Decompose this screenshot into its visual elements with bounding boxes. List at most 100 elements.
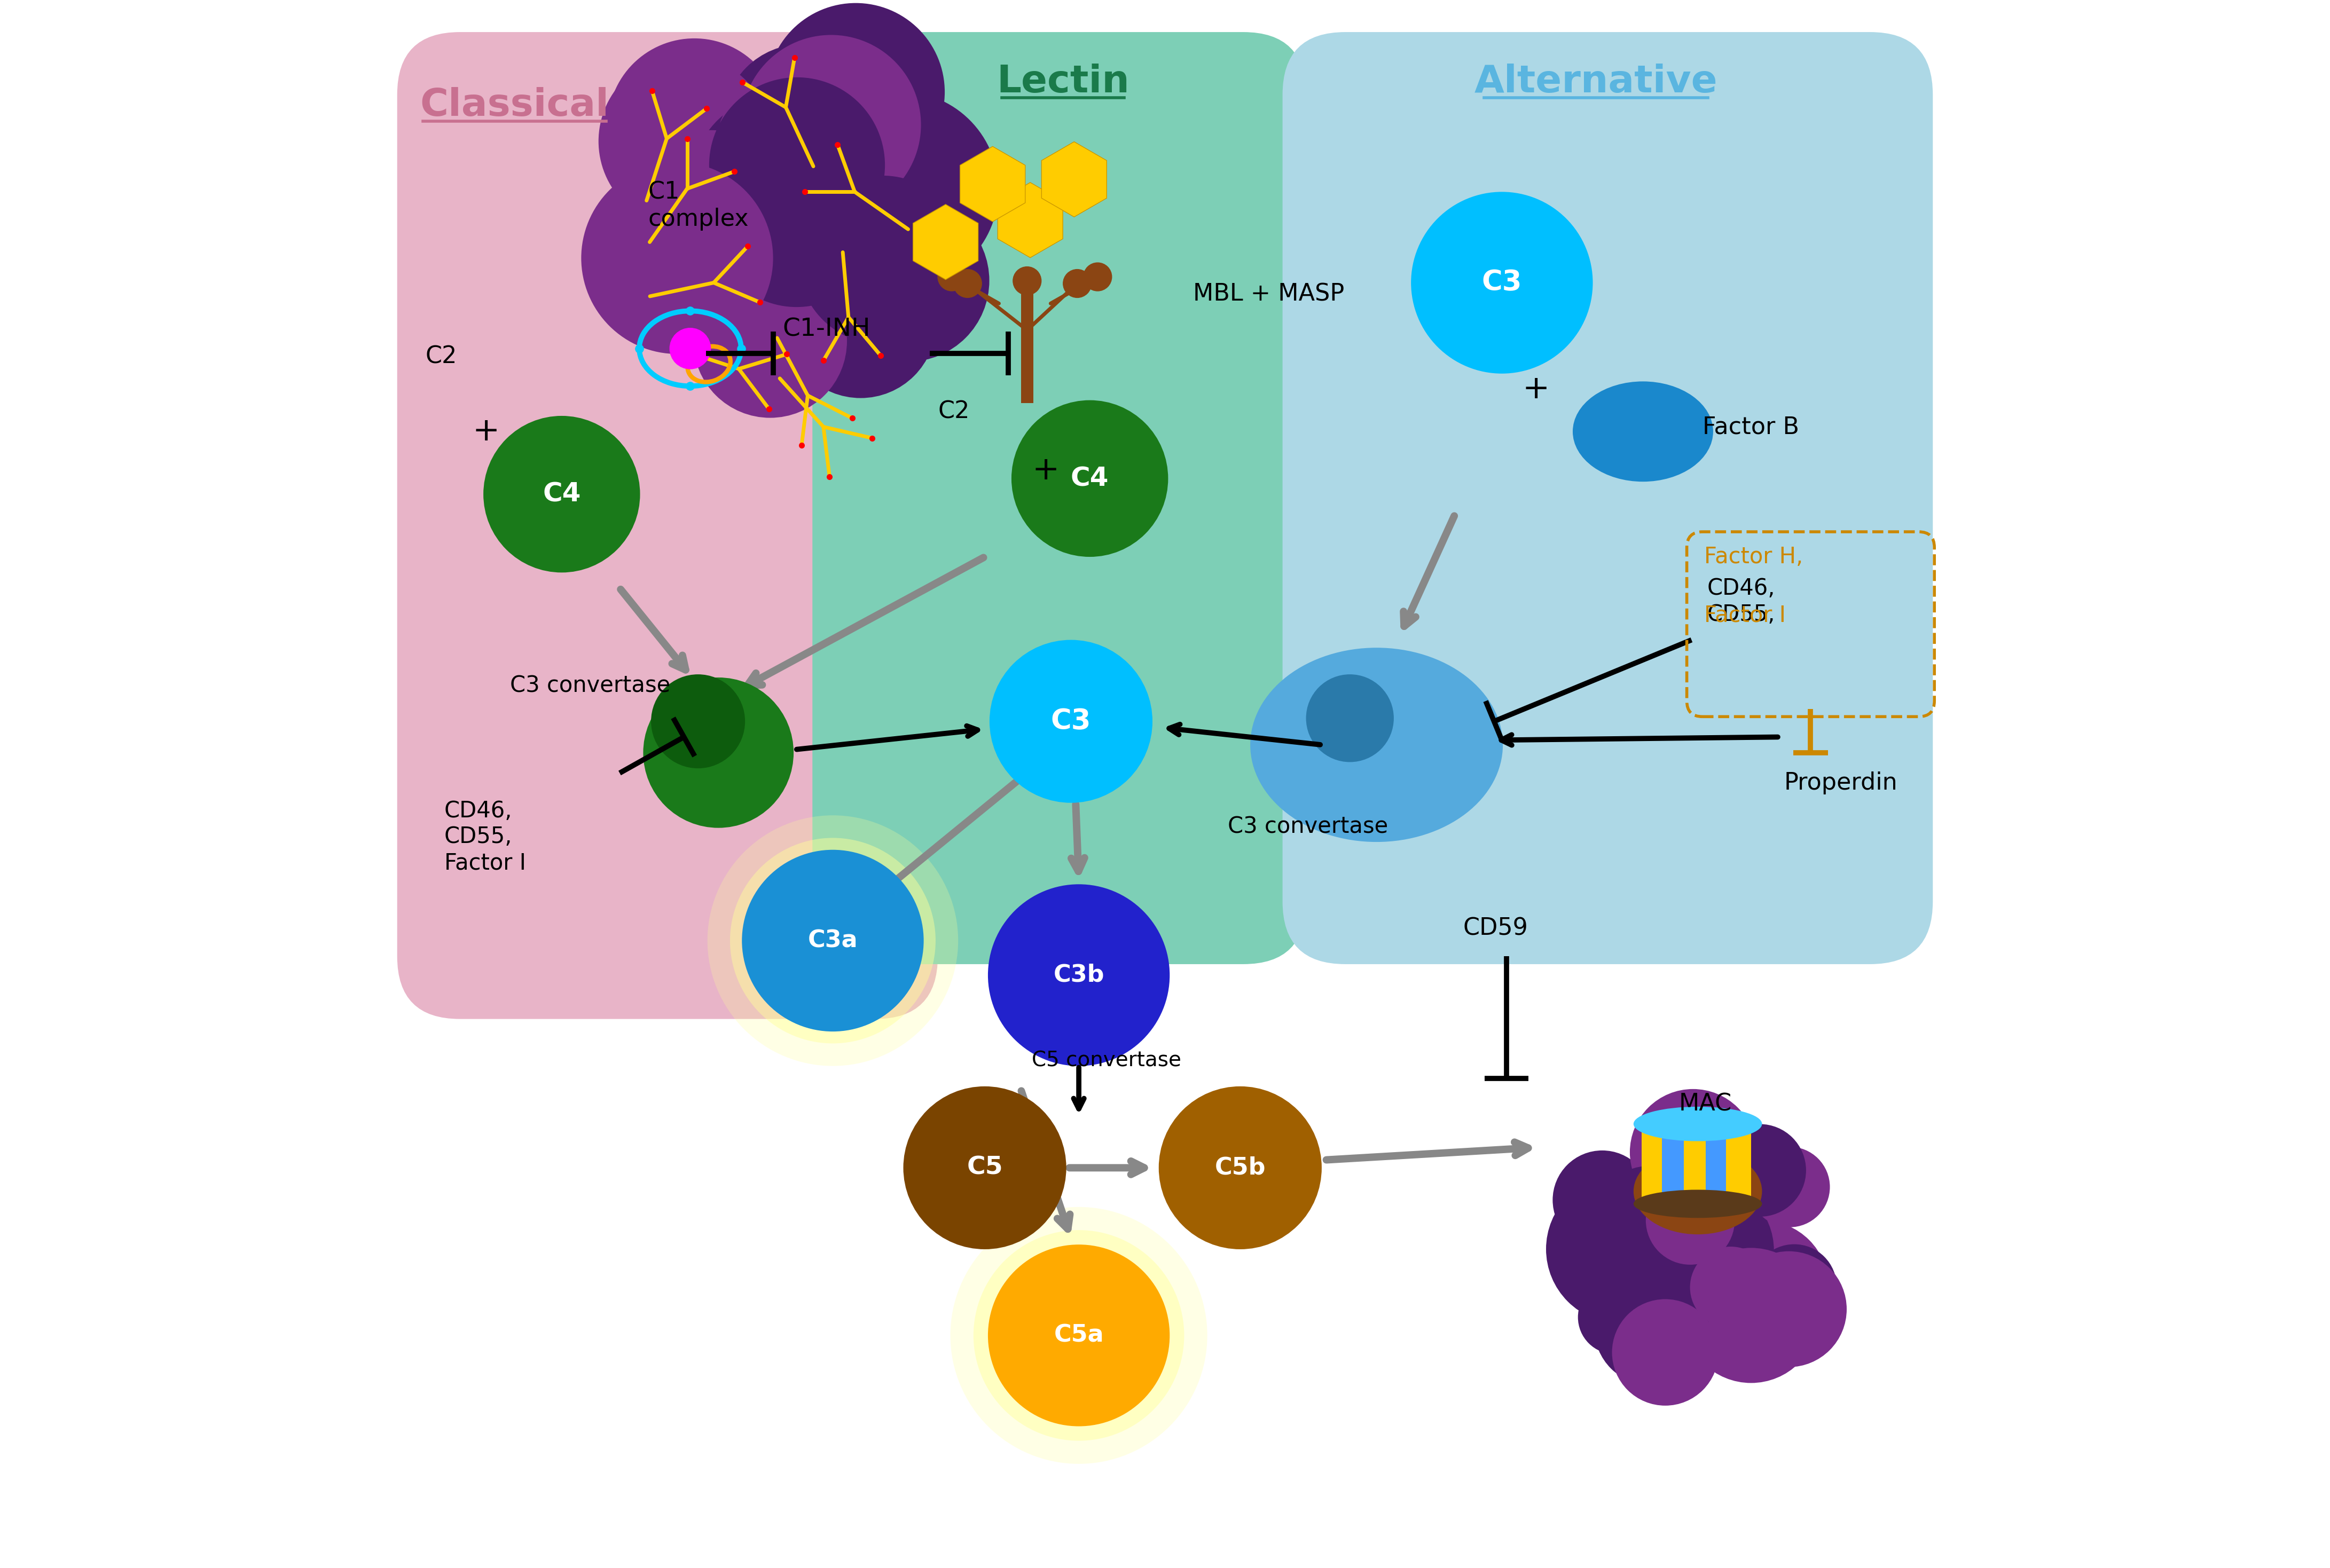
Text: C5 convertase: C5 convertase [1032,1051,1181,1071]
Circle shape [785,246,937,398]
Circle shape [1594,1270,1708,1386]
Text: MBL + MASP: MBL + MASP [1193,282,1344,306]
Circle shape [722,44,883,204]
Circle shape [1701,1154,1773,1225]
Circle shape [1731,1251,1848,1367]
Text: C3: C3 [1482,268,1521,296]
Circle shape [1158,1087,1321,1250]
Circle shape [746,140,871,265]
Text: C4: C4 [1072,466,1109,491]
Text: C1-INH: C1-INH [783,317,871,342]
Circle shape [1014,267,1042,295]
Circle shape [1657,1217,1736,1297]
Circle shape [1577,1281,1652,1355]
FancyBboxPatch shape [1282,31,1934,964]
Circle shape [729,837,937,1043]
Circle shape [951,1207,1207,1465]
Circle shape [580,162,774,354]
Circle shape [760,129,890,259]
Text: C5a: C5a [1053,1323,1104,1347]
Circle shape [669,328,711,368]
Bar [1685,1126,1708,1204]
Circle shape [1612,1174,1745,1306]
Bar [1706,1126,1731,1204]
Circle shape [741,34,920,215]
Circle shape [482,416,641,572]
Circle shape [692,96,864,268]
Circle shape [1671,1162,1750,1242]
Circle shape [937,263,967,292]
Circle shape [708,815,958,1066]
Circle shape [1624,1160,1701,1237]
Text: Factor I: Factor I [1703,604,1785,626]
Ellipse shape [1633,1107,1761,1142]
Circle shape [1696,1220,1829,1353]
Text: Alternative: Alternative [1475,63,1717,100]
Ellipse shape [1633,1148,1761,1234]
Text: Factor H,: Factor H, [1703,546,1803,568]
Circle shape [1552,1151,1652,1250]
Circle shape [1412,191,1594,373]
Text: C5: C5 [967,1156,1002,1179]
Text: C5b: C5b [1214,1156,1265,1179]
Text: +: + [473,416,499,447]
Circle shape [711,136,881,307]
Circle shape [1547,1174,1694,1323]
Circle shape [697,151,834,287]
Text: +: + [1032,455,1060,486]
Circle shape [1654,1200,1748,1292]
Circle shape [711,152,871,310]
Circle shape [1594,1184,1738,1328]
Text: C3 convertase: C3 convertase [1228,815,1389,837]
Circle shape [1640,1215,1785,1359]
Circle shape [1631,1223,1754,1347]
Bar [1021,270,1035,403]
Circle shape [1619,1217,1761,1358]
Circle shape [755,213,846,303]
Circle shape [697,129,892,326]
Text: CD46,
CD55,
Factor I: CD46, CD55, Factor I [445,800,527,873]
Circle shape [1654,1178,1794,1316]
Text: MAC: MAC [1680,1093,1731,1115]
Circle shape [802,91,1000,289]
Text: C3b: C3b [1053,964,1104,986]
Circle shape [643,677,795,828]
Circle shape [1750,1146,1829,1228]
Circle shape [904,1087,1067,1250]
Circle shape [650,674,746,768]
Circle shape [694,119,846,270]
FancyBboxPatch shape [813,31,1307,964]
Text: Factor B: Factor B [1703,416,1799,439]
Circle shape [995,1251,1163,1419]
Circle shape [1685,1248,1820,1383]
Ellipse shape [1251,648,1503,842]
Circle shape [599,55,771,227]
Circle shape [1752,1245,1836,1330]
Circle shape [1636,1185,1748,1297]
Text: C1
complex: C1 complex [648,180,748,230]
Circle shape [694,263,848,417]
Text: C4: C4 [543,481,580,506]
Text: CD59: CD59 [1463,917,1528,941]
Circle shape [788,234,888,334]
Text: C2: C2 [426,345,457,368]
Circle shape [708,77,885,252]
Circle shape [767,3,944,180]
Text: C2: C2 [937,400,969,423]
Text: CD46,
CD55,: CD46, CD55, [1708,577,1775,626]
Circle shape [1636,1181,1773,1320]
Circle shape [1624,1156,1752,1284]
Ellipse shape [1573,381,1713,481]
Circle shape [1617,1223,1731,1338]
Circle shape [725,154,876,303]
Text: C3: C3 [1051,707,1090,735]
Text: Properdin: Properdin [1785,771,1897,795]
Circle shape [811,110,944,243]
Circle shape [743,237,855,350]
Circle shape [774,212,944,381]
Circle shape [990,640,1153,803]
Circle shape [988,1245,1170,1427]
Circle shape [974,1229,1184,1441]
FancyBboxPatch shape [396,31,937,1019]
Circle shape [718,77,850,210]
